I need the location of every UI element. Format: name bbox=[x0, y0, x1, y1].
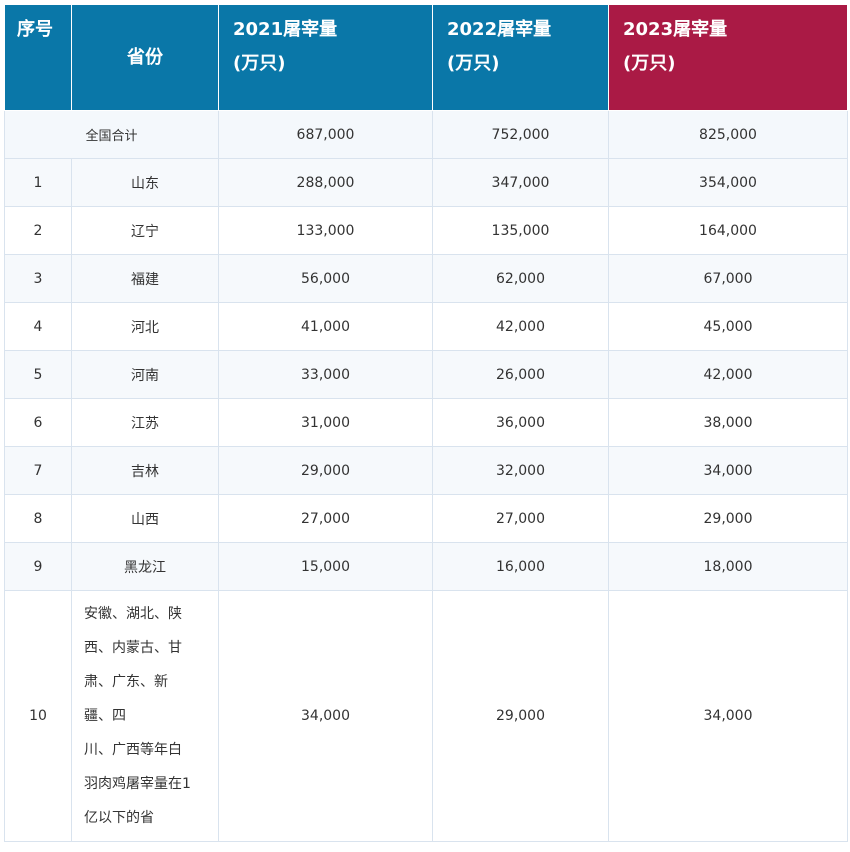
cell-seq: 4 bbox=[4, 302, 72, 351]
header-2022-unit: (万只) bbox=[447, 53, 500, 74]
province-line: 亿以下的省 bbox=[84, 810, 154, 826]
cell-2023: 354,000 bbox=[608, 158, 848, 207]
total-row: 全国合计 687,000 752,000 825,000 bbox=[4, 110, 848, 159]
cell-seq: 2 bbox=[4, 206, 72, 255]
cell-2023: 34,000 bbox=[608, 590, 848, 842]
cell-province: 吉林 bbox=[71, 446, 219, 495]
cell-seq: 10 bbox=[4, 590, 72, 842]
header-seq: 序号 bbox=[4, 4, 72, 111]
province-line: 羽肉鸡屠宰量在1 bbox=[84, 776, 191, 792]
cell-2021: 133,000 bbox=[218, 206, 433, 255]
table-row: 6 江苏 31,000 36,000 38,000 bbox=[4, 398, 848, 447]
cell-province-others: 安徽、湖北、陕 西、内蒙古、甘 肃、广东、新 疆、四川、广西等年白 羽肉鸡屠宰量在1 亿以… bbox=[71, 590, 219, 842]
cell-2022: 347,000 bbox=[432, 158, 609, 207]
cell-2022: 16,000 bbox=[432, 542, 609, 591]
cell-2022: 36,000 bbox=[432, 398, 609, 447]
header-2022-title: 2022屠宰量 bbox=[447, 19, 552, 40]
cell-2023: 18,000 bbox=[608, 542, 848, 591]
cell-province: 福建 bbox=[71, 254, 219, 303]
cell-seq: 9 bbox=[4, 542, 72, 591]
table-row-others: 10 安徽、湖北、陕 西、内蒙古、甘 肃、广东、新 疆、四 川、广西等年白 羽肉鸡屠宰量在1… bbox=[4, 590, 848, 842]
slaughter-volume-table: 序号 省份 2021屠宰量 (万只) 2022屠宰量 (万只) 2023屠宰量 … bbox=[4, 4, 848, 842]
cell-province: 黑龙江 bbox=[71, 542, 219, 591]
total-2023: 825,000 bbox=[608, 110, 848, 159]
header-2022: 2022屠宰量 (万只) bbox=[432, 4, 609, 111]
table-row: 9 黑龙江 15,000 16,000 18,000 bbox=[4, 542, 848, 591]
cell-2023: 34,000 bbox=[608, 446, 848, 495]
cell-2021: 41,000 bbox=[218, 302, 433, 351]
header-2021-unit: (万只) bbox=[233, 53, 286, 74]
cell-province: 江苏 bbox=[71, 398, 219, 447]
cell-2021: 15,000 bbox=[218, 542, 433, 591]
total-label: 全国合计 bbox=[4, 110, 219, 159]
cell-2023: 67,000 bbox=[608, 254, 848, 303]
cell-2021: 56,000 bbox=[218, 254, 433, 303]
cell-seq: 3 bbox=[4, 254, 72, 303]
cell-2022: 42,000 bbox=[432, 302, 609, 351]
header-2023-unit: (万只) bbox=[623, 53, 676, 74]
header-2021-title: 2021屠宰量 bbox=[233, 19, 338, 40]
cell-province: 河北 bbox=[71, 302, 219, 351]
table-row: 5 河南 33,000 26,000 42,000 bbox=[4, 350, 848, 399]
cell-province: 山西 bbox=[71, 494, 219, 543]
province-line: 疆、四 bbox=[84, 708, 126, 724]
cell-2022: 27,000 bbox=[432, 494, 609, 543]
header-2021: 2021屠宰量 (万只) bbox=[218, 4, 433, 111]
table-row: 3 福建 56,000 62,000 67,000 bbox=[4, 254, 848, 303]
cell-2022: 62,000 bbox=[432, 254, 609, 303]
cell-seq: 1 bbox=[4, 158, 72, 207]
cell-seq: 5 bbox=[4, 350, 72, 399]
province-line: 西、内蒙古、甘 bbox=[84, 640, 182, 656]
cell-seq: 8 bbox=[4, 494, 72, 543]
table-row: 8 山西 27,000 27,000 29,000 bbox=[4, 494, 848, 543]
province-line: 川、广西等年白 bbox=[84, 742, 182, 758]
table-row: 4 河北 41,000 42,000 45,000 bbox=[4, 302, 848, 351]
cell-2023: 45,000 bbox=[608, 302, 848, 351]
cell-2023: 38,000 bbox=[608, 398, 848, 447]
cell-2021: 34,000 bbox=[218, 590, 433, 842]
header-2023: 2023屠宰量 (万只) bbox=[608, 4, 848, 111]
cell-2022: 32,000 bbox=[432, 446, 609, 495]
cell-2022: 29,000 bbox=[432, 590, 609, 842]
cell-2021: 31,000 bbox=[218, 398, 433, 447]
total-2021: 687,000 bbox=[218, 110, 433, 159]
cell-2023: 164,000 bbox=[608, 206, 848, 255]
cell-province: 河南 bbox=[71, 350, 219, 399]
header-row: 序号 省份 2021屠宰量 (万只) 2022屠宰量 (万只) 2023屠宰量 … bbox=[4, 4, 848, 111]
cell-province: 山东 bbox=[71, 158, 219, 207]
cell-2021: 288,000 bbox=[218, 158, 433, 207]
table-row: 2 辽宁 133,000 135,000 164,000 bbox=[4, 206, 848, 255]
cell-seq: 6 bbox=[4, 398, 72, 447]
cell-2022: 135,000 bbox=[432, 206, 609, 255]
header-province: 省份 bbox=[71, 4, 219, 111]
cell-2021: 29,000 bbox=[218, 446, 433, 495]
table-row: 1 山东 288,000 347,000 354,000 bbox=[4, 158, 848, 207]
cell-2023: 42,000 bbox=[608, 350, 848, 399]
table-row: 7 吉林 29,000 32,000 34,000 bbox=[4, 446, 848, 495]
header-2023-title: 2023屠宰量 bbox=[623, 19, 728, 40]
province-line: 安徽、湖北、陕 bbox=[84, 606, 182, 622]
province-line: 肃、广东、新 bbox=[84, 674, 168, 690]
cell-province: 辽宁 bbox=[71, 206, 219, 255]
cell-2022: 26,000 bbox=[432, 350, 609, 399]
cell-seq: 7 bbox=[4, 446, 72, 495]
cell-2023: 29,000 bbox=[608, 494, 848, 543]
cell-2021: 33,000 bbox=[218, 350, 433, 399]
total-2022: 752,000 bbox=[432, 110, 609, 159]
cell-2021: 27,000 bbox=[218, 494, 433, 543]
